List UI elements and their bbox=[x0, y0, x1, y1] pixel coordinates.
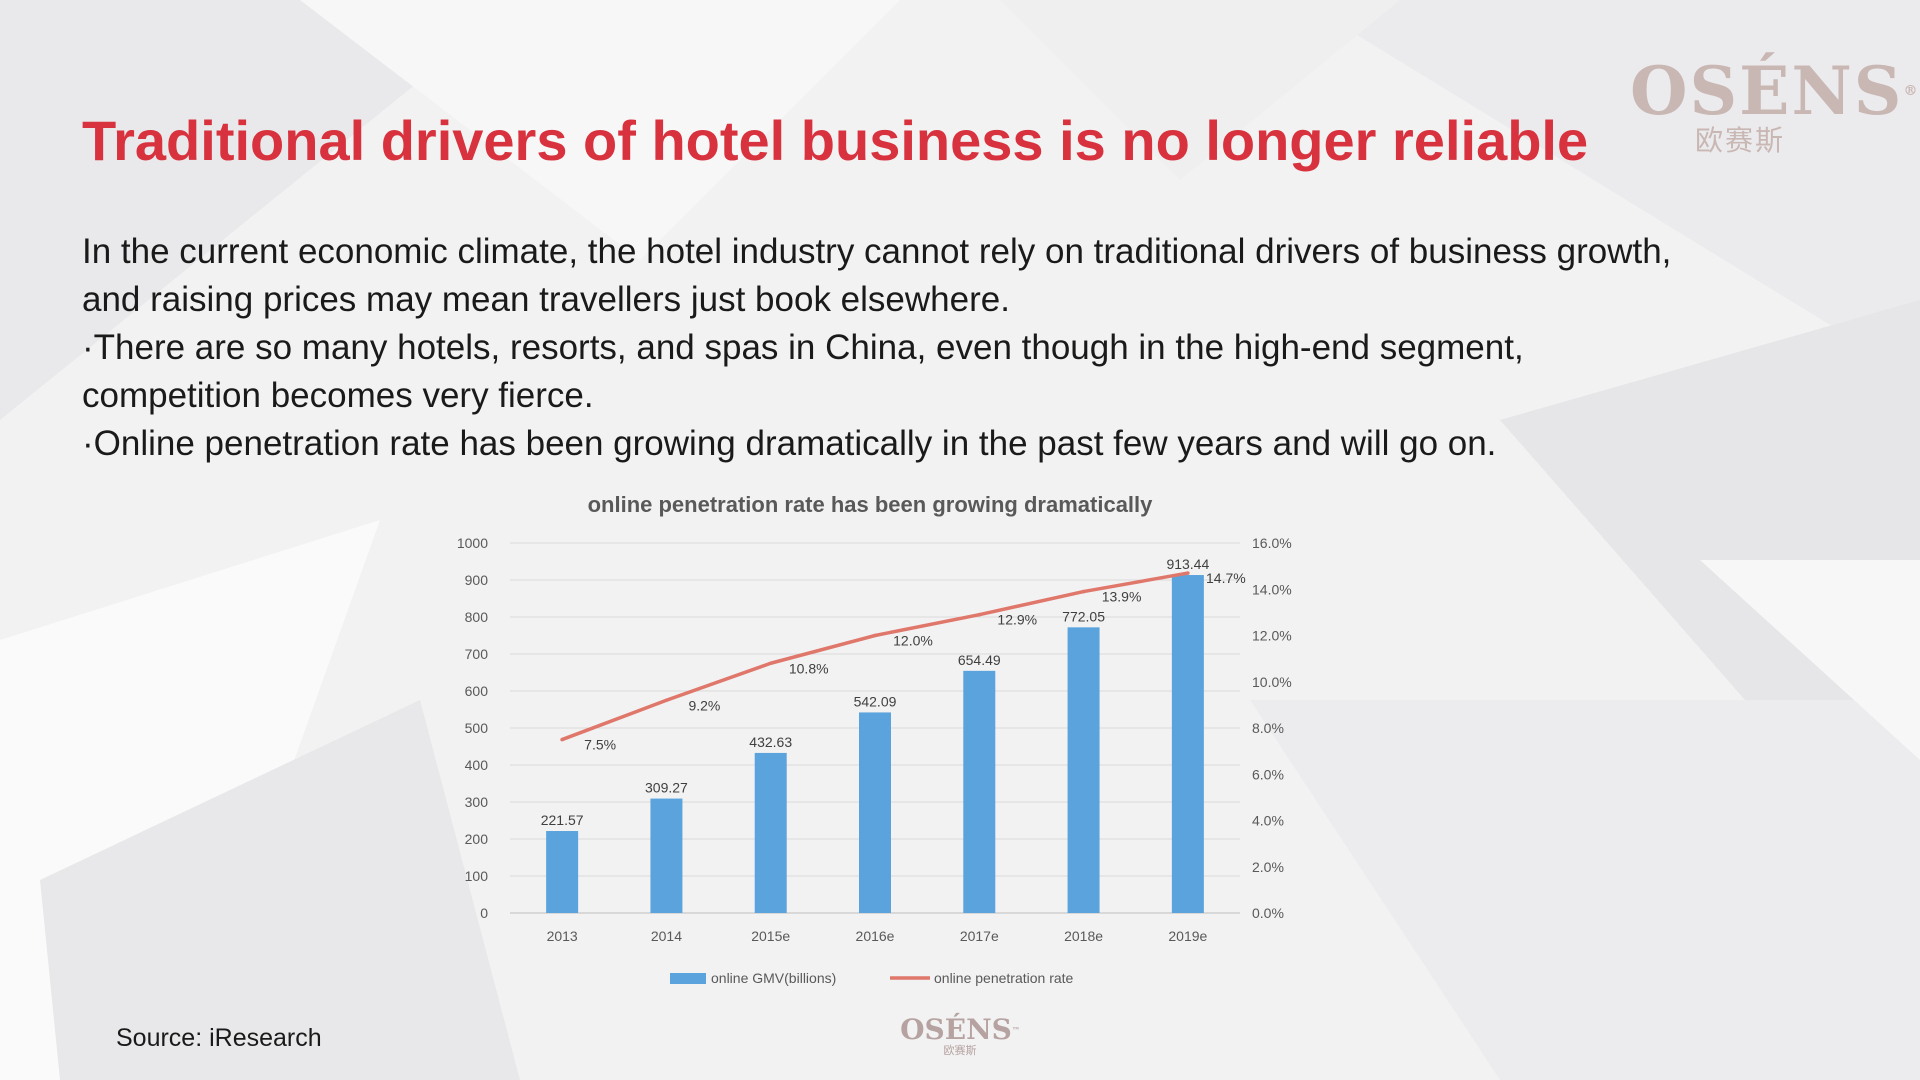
bar-data-label: 772.05 bbox=[1062, 608, 1105, 624]
bar-data-label: 542.09 bbox=[854, 693, 897, 709]
line-data-label: 9.2% bbox=[688, 697, 720, 713]
bar-2014 bbox=[650, 798, 683, 913]
y-left-tick-label: 900 bbox=[465, 572, 489, 588]
line-point-2013 bbox=[560, 737, 564, 742]
y-left-tick-label: 300 bbox=[465, 794, 489, 810]
combo-chart: online penetration rate has been growing… bbox=[457, 492, 1292, 986]
bar-2017e bbox=[963, 670, 996, 913]
y-left-tick-label: 0 bbox=[480, 905, 488, 921]
y-right-tick-label: 10.0% bbox=[1252, 674, 1292, 690]
y-right-tick-label: 8.0% bbox=[1252, 720, 1284, 736]
footer-logo-text: OSÉNS bbox=[900, 1013, 1012, 1046]
y-left-tick-label: 100 bbox=[465, 868, 489, 884]
registered-mark: ® bbox=[1903, 83, 1920, 99]
line-point-2017e bbox=[977, 612, 982, 617]
x-tick-label: 2013 bbox=[547, 928, 578, 944]
line-data-label: 7.5% bbox=[584, 737, 616, 753]
x-tick-label: 2018e bbox=[1064, 928, 1103, 944]
bar-data-label: 654.49 bbox=[958, 652, 1001, 668]
y-left-tick-label: 600 bbox=[465, 683, 489, 699]
line-point-2016e bbox=[873, 633, 877, 638]
y-right-tick-label: 4.0% bbox=[1252, 813, 1284, 829]
y-left-tick-label: 500 bbox=[465, 720, 489, 736]
x-tick-label: 2015e bbox=[751, 928, 790, 944]
bar-2018e bbox=[1067, 627, 1100, 913]
line-point-2019e bbox=[1186, 571, 1190, 575]
y-left-tick-label: 1000 bbox=[457, 535, 488, 551]
y-right-tick-label: 6.0% bbox=[1252, 766, 1284, 782]
line-point-2015e bbox=[768, 661, 773, 666]
y-right-tick-label: 2.0% bbox=[1252, 859, 1284, 875]
footer-logo: OSÉNS™ 欧赛斯 bbox=[900, 1013, 1020, 1058]
legend-label-gmv: online GMV(billions) bbox=[711, 970, 836, 986]
line-point-2018e bbox=[1081, 589, 1086, 594]
bar-data-label: 432.63 bbox=[749, 734, 792, 750]
y-right-tick-label: 16.0% bbox=[1252, 535, 1292, 551]
bar-data-label: 309.27 bbox=[645, 780, 688, 796]
y-left-tick-label: 200 bbox=[465, 831, 489, 847]
x-tick-label: 2017e bbox=[960, 928, 999, 944]
x-tick-label: 2016e bbox=[856, 928, 895, 944]
bullet-competition: ·There are so many hotels, resorts, and … bbox=[82, 328, 1524, 415]
line-data-label: 14.7% bbox=[1206, 570, 1246, 586]
slide-body: In the current economic climate, the hot… bbox=[82, 228, 1682, 468]
brand-logo-chinese: 欧赛斯 bbox=[1694, 124, 1785, 157]
y-right-tick-label: 12.0% bbox=[1252, 628, 1292, 644]
line-data-label: 13.9% bbox=[1102, 589, 1142, 605]
footer-logo-chinese: 欧赛斯 bbox=[943, 1044, 977, 1057]
line-data-label: 12.9% bbox=[997, 612, 1037, 628]
x-tick-label: 2014 bbox=[651, 928, 682, 944]
bar-2016e bbox=[859, 712, 891, 913]
y-right-tick-label: 14.0% bbox=[1252, 581, 1292, 597]
paragraph-intro: In the current economic climate, the hot… bbox=[82, 232, 1672, 319]
source-note: Source: iResearch bbox=[116, 1024, 322, 1052]
bar-2013 bbox=[546, 831, 579, 913]
y-right-tick-label: 0.0% bbox=[1252, 905, 1284, 921]
bar-2015e bbox=[754, 752, 787, 913]
line-point-2014 bbox=[664, 698, 669, 703]
x-tick-label: 2019e bbox=[1168, 928, 1207, 944]
y-left-tick-label: 700 bbox=[465, 646, 489, 662]
legend-swatch-gmv bbox=[670, 973, 706, 984]
bullet-online-penetration: ·Online penetration rate has been growin… bbox=[82, 424, 1497, 463]
y-left-tick-label: 800 bbox=[465, 609, 489, 625]
trademark-mark: ™ bbox=[1011, 1025, 1020, 1035]
y-left-tick-label: 400 bbox=[465, 757, 489, 773]
line-data-label: 10.8% bbox=[789, 660, 829, 676]
line-data-label: 12.0% bbox=[893, 633, 933, 649]
bar-data-label: 913.44 bbox=[1166, 556, 1209, 572]
legend-label-rate: online penetration rate bbox=[934, 970, 1074, 986]
bar-2019e bbox=[1171, 575, 1204, 913]
slide-title: Traditional drivers of hotel business is… bbox=[82, 109, 1589, 172]
bar-data-label: 221.57 bbox=[541, 812, 584, 828]
brand-logo: OSÉNS® 欧赛斯 bbox=[1630, 58, 1917, 158]
brand-logo-text: OSÉNS bbox=[1630, 52, 1904, 130]
chart-title: online penetration rate has been growing… bbox=[588, 492, 1154, 517]
